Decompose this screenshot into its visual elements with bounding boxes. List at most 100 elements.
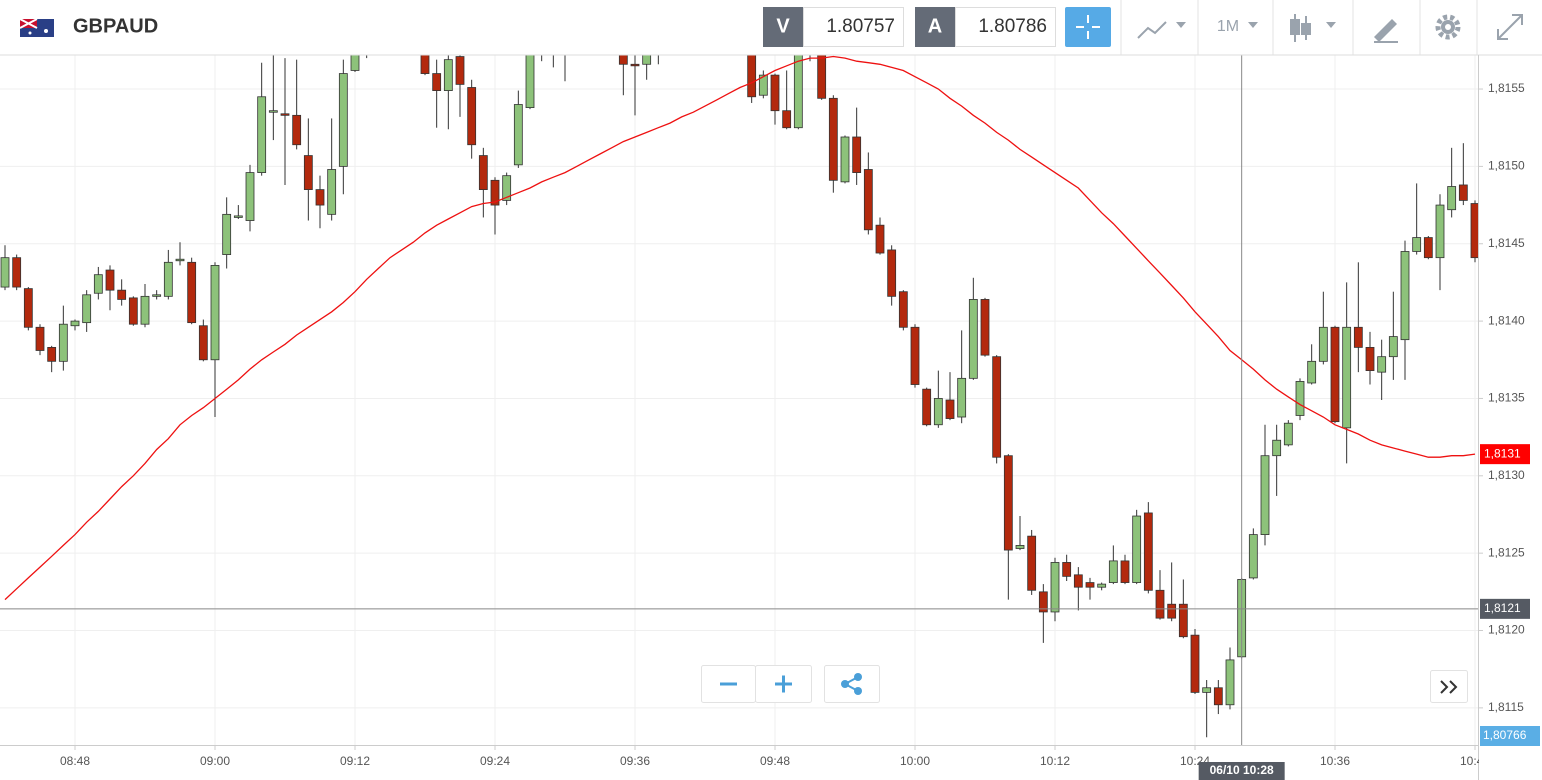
candle-body (1062, 562, 1072, 577)
y-tick-label: 1,8130 (1488, 468, 1525, 482)
scroll-end-button[interactable] (1430, 670, 1468, 703)
bid-tag: V (776, 15, 790, 37)
plot-area (0, 55, 1478, 745)
candle-body (117, 289, 127, 300)
candle-body (175, 258, 185, 262)
candle-body (1400, 251, 1410, 341)
candle-body (793, 55, 803, 129)
candle-body (747, 55, 757, 98)
crosshair-time-tag (1198, 762, 1285, 780)
candle-body (23, 288, 33, 328)
bid-price: 1.80757 (826, 16, 895, 37)
candle-body (467, 87, 477, 146)
candle-body (1342, 326, 1352, 429)
candle-body (1120, 560, 1130, 583)
x-tick-label: 10:00 (900, 754, 930, 768)
candle-body (350, 55, 360, 71)
candle-body (93, 274, 103, 294)
candle-body (933, 398, 943, 426)
toolbar-separators (1120, 0, 1478, 55)
candle-body (455, 56, 465, 85)
candle-body (1015, 545, 1025, 549)
candle-body (980, 299, 990, 356)
candle-body (443, 59, 453, 91)
zoom-in-button[interactable] (755, 665, 812, 703)
candle-body (1085, 582, 1095, 588)
candle-body (47, 346, 57, 362)
candle-body (303, 155, 313, 190)
chart-style-button[interactable] (1137, 21, 1186, 39)
candle-body (338, 73, 348, 167)
candle-body (0, 257, 10, 288)
candle-body (210, 265, 220, 361)
candle-type-button[interactable] (1290, 14, 1336, 42)
share-button[interactable] (824, 665, 880, 703)
candle-body (1178, 603, 1188, 638)
candle-body (1132, 515, 1142, 583)
candle-body (840, 136, 850, 183)
price-axis (1478, 56, 1542, 780)
candle-body (1458, 184, 1468, 201)
timeframe[interactable]: 1M (1217, 18, 1239, 35)
candle-body (758, 74, 768, 96)
candle-body (1225, 659, 1235, 706)
moving-average-line (4, 55, 1476, 601)
candle-body (1447, 186, 1457, 211)
candle-body (968, 299, 978, 379)
y-tick-label: 1,8155 (1488, 81, 1525, 95)
candle-body (817, 55, 827, 99)
y-tick-label: 1,8140 (1488, 313, 1525, 327)
x-tick-label: 10:12 (1040, 754, 1070, 768)
candle-body (525, 55, 535, 109)
candle-body (828, 97, 838, 181)
candle-body (1155, 589, 1165, 619)
candle-body (1423, 237, 1433, 259)
candle-body (513, 104, 523, 166)
candle-body (1050, 562, 1060, 613)
candle-body (163, 261, 173, 297)
candle-body (852, 136, 862, 173)
settings-button[interactable] (1435, 14, 1461, 40)
candle-body (1307, 360, 1317, 384)
y-tick-label: 1,8125 (1488, 545, 1525, 559)
ask-box[interactable] (955, 7, 1056, 47)
candle-body (1283, 422, 1293, 446)
y-tick-label: 1,8150 (1488, 159, 1525, 173)
bid-box[interactable] (803, 7, 904, 47)
drawing-tools-button[interactable] (1374, 19, 1398, 43)
candle-body (1412, 237, 1422, 252)
symbol: GBPAUD (73, 15, 158, 37)
bottom-price-tag (1480, 726, 1540, 746)
candle-body (1470, 203, 1478, 259)
fullscreen-button[interactable] (1497, 14, 1523, 40)
candle-body (1190, 634, 1200, 693)
x-tick-label: 09:36 (620, 754, 650, 768)
y-tick-label: 1,8115 (1488, 700, 1524, 714)
candle-body (1248, 534, 1258, 579)
crosshair-button[interactable] (1065, 7, 1111, 47)
candle-body (128, 297, 138, 325)
zoom-out-button[interactable] (701, 665, 756, 703)
ma-price-label: 1,8131 (1484, 446, 1521, 460)
bid-tag-box (763, 7, 803, 47)
candle-body (1377, 356, 1387, 373)
y-tick-label: 1,8120 (1488, 623, 1525, 637)
y-tick-label: 1,8135 (1488, 391, 1525, 405)
plot-background (0, 55, 1478, 745)
candle-body (1272, 439, 1282, 457)
candle-body (490, 179, 500, 206)
candle-body (12, 257, 22, 288)
candle-body (1003, 455, 1013, 551)
candle-body (35, 326, 45, 351)
candle-body (1318, 326, 1328, 362)
candle-body (1388, 336, 1398, 358)
candle-body (280, 113, 290, 116)
x-tick-label: 09:12 (340, 754, 370, 768)
candle-body (1213, 687, 1223, 706)
candle-body (502, 175, 512, 201)
candle-body (1038, 591, 1048, 613)
candle-body (292, 114, 302, 146)
candle-body (268, 110, 278, 113)
